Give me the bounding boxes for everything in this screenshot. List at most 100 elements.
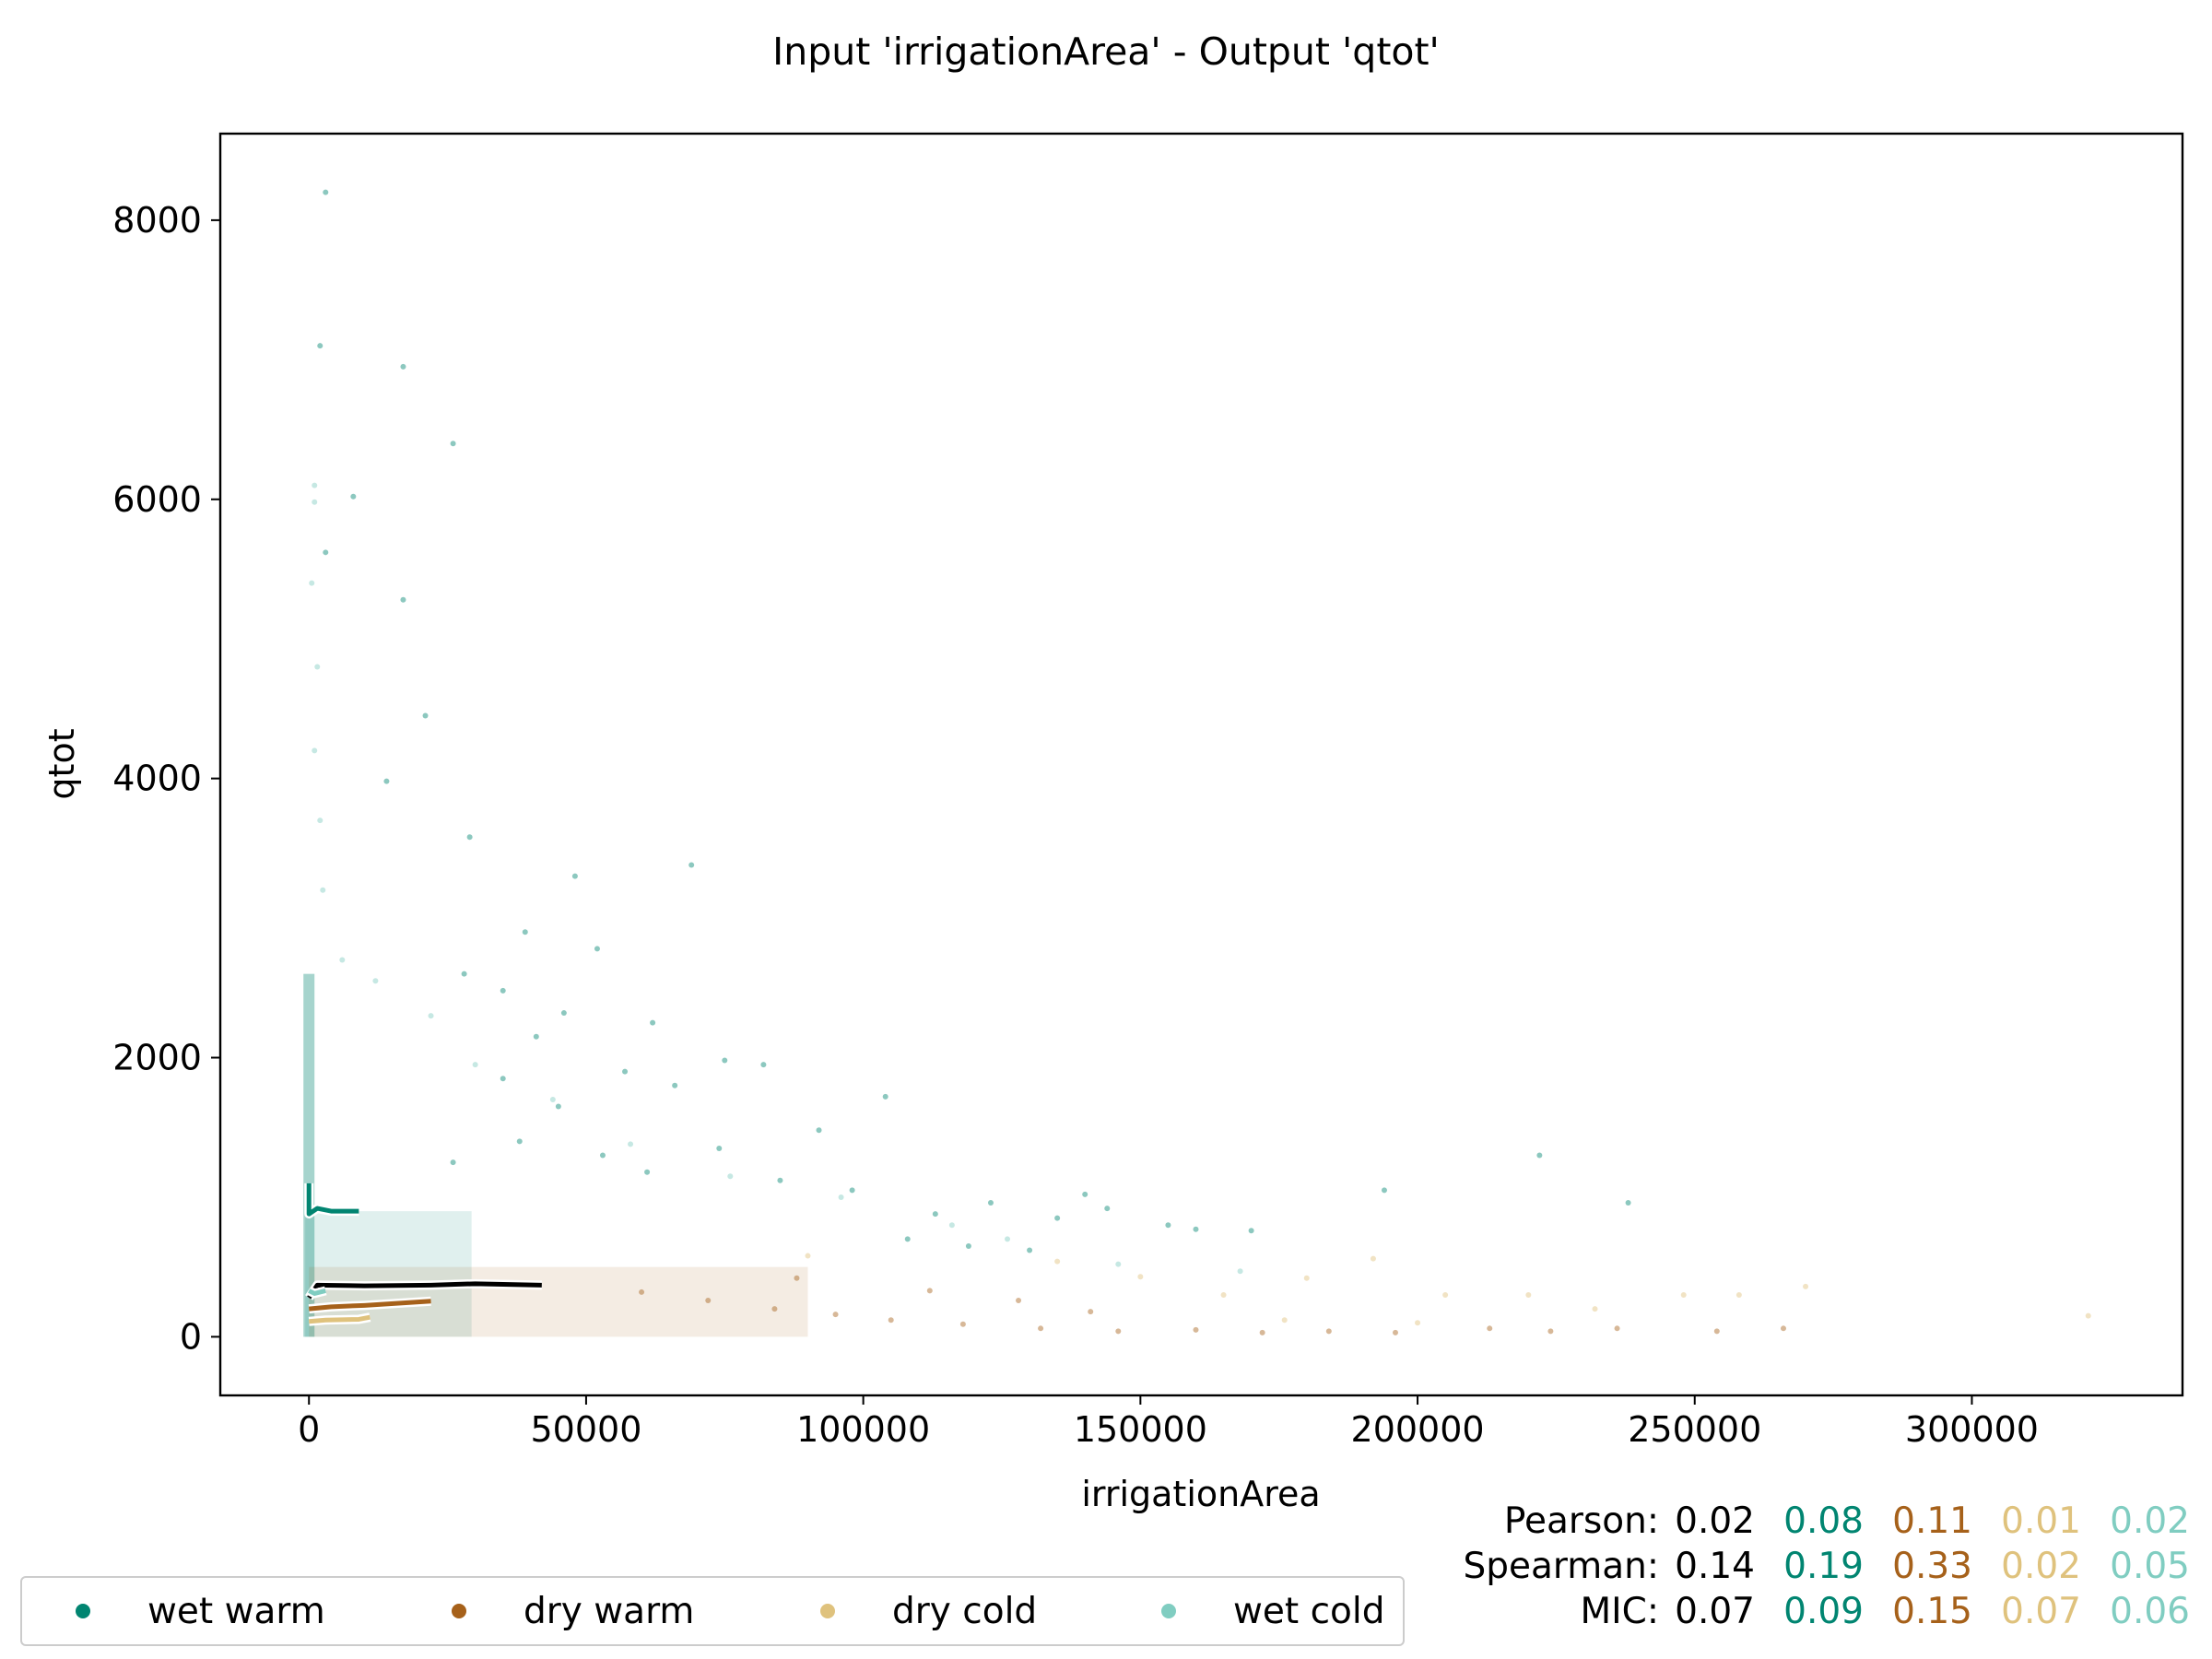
legend-marker-icon	[76, 1604, 90, 1618]
data-point	[323, 189, 329, 195]
data-point	[1370, 1255, 1376, 1262]
stats-value: 0.19	[1783, 1546, 1864, 1587]
data-point	[500, 1076, 506, 1082]
data-point	[1054, 1215, 1061, 1221]
data-point	[317, 343, 324, 349]
cluster-band	[303, 973, 315, 1337]
data-point	[312, 747, 318, 754]
data-point	[1281, 1317, 1288, 1324]
data-point	[1592, 1306, 1598, 1312]
data-point	[466, 834, 473, 841]
legend-marker-icon	[820, 1604, 835, 1618]
data-point	[461, 971, 467, 977]
series-dry-cold	[805, 1253, 2091, 1326]
stats-value: 0.07	[2001, 1591, 2081, 1632]
data-point	[339, 957, 346, 963]
data-point	[1016, 1298, 1022, 1304]
data-point	[1248, 1228, 1254, 1234]
data-point	[1325, 1328, 1332, 1335]
data-point	[727, 1173, 734, 1180]
data-point	[1487, 1325, 1493, 1332]
data-point	[1735, 1291, 1742, 1298]
x-tick-label: 50000	[530, 1409, 641, 1450]
x-tick-label: 300000	[1905, 1409, 2039, 1450]
data-point	[317, 818, 324, 824]
data-point	[1625, 1200, 1631, 1206]
data-point	[594, 946, 600, 952]
data-point	[1038, 1325, 1044, 1332]
data-point	[516, 1138, 523, 1145]
y-tick-label: 0	[180, 1316, 202, 1357]
data-point	[372, 978, 379, 984]
data-point	[1713, 1328, 1720, 1335]
stats-value: 0.15	[1892, 1591, 1972, 1632]
data-point	[705, 1298, 712, 1304]
data-point	[1193, 1226, 1199, 1232]
data-point	[1803, 1283, 1809, 1289]
x-tick-label: 200000	[1351, 1409, 1485, 1450]
data-point	[472, 1062, 478, 1068]
data-point	[1115, 1261, 1122, 1267]
data-point	[987, 1200, 994, 1206]
data-point	[1415, 1320, 1421, 1326]
plot-frame	[218, 132, 2184, 1397]
data-point	[309, 580, 315, 586]
data-point	[1220, 1291, 1227, 1298]
data-point	[323, 549, 329, 556]
data-point	[722, 1057, 728, 1064]
plot-area	[303, 189, 2091, 1337]
axes: 0 50000 100000 150000 200000 250000 300000 0 200…	[112, 200, 2039, 1450]
legend-label: dry warm	[524, 1590, 695, 1632]
data-point	[1442, 1291, 1449, 1298]
data-point	[383, 778, 390, 784]
data-point	[650, 1019, 656, 1026]
data-point	[1381, 1187, 1387, 1194]
data-point	[1104, 1206, 1111, 1212]
legend: wet warm dry warm dry cold wet cold	[20, 1576, 1405, 1646]
stats-label: Spearman:	[1463, 1546, 1659, 1587]
data-point	[760, 1062, 767, 1068]
data-point	[882, 1093, 888, 1100]
legend-item-dry-warm: dry warm	[452, 1578, 694, 1644]
data-point	[1115, 1328, 1122, 1335]
legend-marker-icon	[1161, 1604, 1176, 1618]
data-point	[500, 987, 506, 994]
data-point	[639, 1288, 645, 1295]
data-point	[716, 1145, 723, 1151]
trend-line-dry-cold	[309, 1314, 371, 1324]
data-point	[571, 873, 578, 879]
correlation-stats: Pearson: 0.02 0.08 0.11 0.01 0.02 Spearm…	[1463, 1499, 2190, 1634]
data-point	[1088, 1309, 1094, 1315]
trend-line-wet-cold	[308, 1288, 326, 1296]
data-point	[1027, 1247, 1033, 1253]
data-point	[549, 1096, 556, 1102]
stats-row-mic: MIC: 0.07 0.09 0.15 0.07 0.06	[1463, 1589, 2190, 1634]
stats-value: 0.33	[1892, 1546, 1972, 1587]
data-point	[628, 1141, 634, 1147]
legend-item-wet-cold: wet cold	[1161, 1578, 1384, 1644]
stats-label: MIC:	[1580, 1591, 1659, 1632]
legend-item-wet-warm: wet warm	[76, 1578, 325, 1644]
data-point	[1547, 1328, 1554, 1335]
data-point	[644, 1169, 651, 1175]
data-point	[904, 1236, 911, 1242]
data-point	[622, 1068, 629, 1075]
data-point	[838, 1194, 844, 1200]
data-point	[672, 1082, 678, 1088]
y-axis-label: qtot	[41, 728, 82, 799]
data-point	[522, 929, 528, 935]
data-point	[555, 1103, 561, 1110]
x-tick-label: 100000	[796, 1409, 930, 1450]
legend-label: wet cold	[1233, 1590, 1385, 1632]
data-point	[1165, 1222, 1171, 1229]
data-point	[1536, 1152, 1543, 1159]
data-point	[932, 1211, 938, 1218]
trend-line-dry-warm	[308, 1299, 431, 1312]
x-tick-label: 150000	[1074, 1409, 1207, 1450]
stats-row-spearman: Spearman: 0.14 0.19 0.33 0.02 0.05	[1463, 1544, 2190, 1589]
data-point	[560, 1010, 567, 1017]
data-point	[422, 712, 429, 719]
data-point	[400, 363, 406, 370]
data-point	[428, 1013, 434, 1019]
data-point	[816, 1127, 822, 1134]
